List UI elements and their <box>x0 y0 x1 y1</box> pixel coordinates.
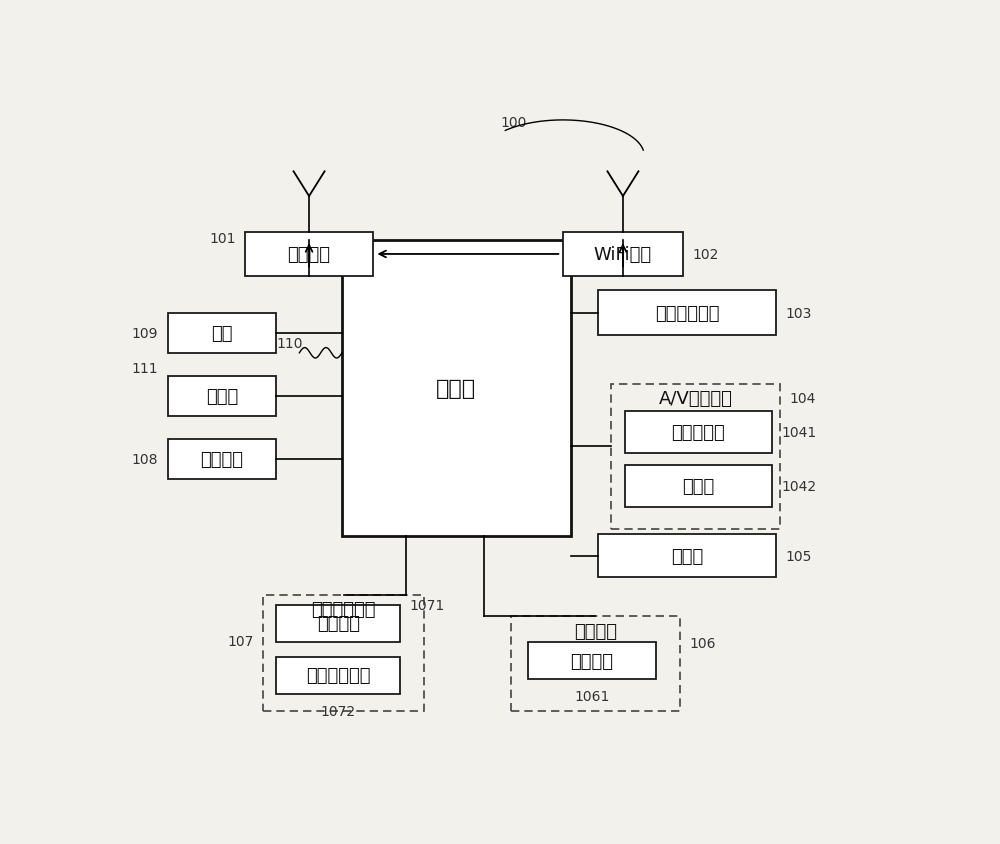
Text: 109: 109 <box>132 327 158 340</box>
Text: 100: 100 <box>501 116 527 130</box>
Text: 射频单元: 射频单元 <box>288 246 331 263</box>
Text: 音频输出单元: 音频输出单元 <box>655 304 719 322</box>
Bar <box>168 313 276 354</box>
Text: 用户输入单元: 用户输入单元 <box>311 600 376 619</box>
Text: 106: 106 <box>689 636 716 650</box>
Text: 电源: 电源 <box>211 324 233 343</box>
Text: 处理器: 处理器 <box>436 379 476 399</box>
Bar <box>168 439 276 479</box>
Bar <box>611 385 780 529</box>
Text: 101: 101 <box>209 231 236 246</box>
Bar <box>598 535 776 577</box>
Bar <box>263 595 424 711</box>
Bar <box>342 241 571 537</box>
Text: 1072: 1072 <box>321 704 356 717</box>
Text: WiFi模块: WiFi模块 <box>594 246 652 263</box>
Bar <box>528 642 656 679</box>
Text: 110: 110 <box>276 337 303 350</box>
Text: 1042: 1042 <box>781 479 817 494</box>
Bar <box>168 376 276 416</box>
Text: 显示面板: 显示面板 <box>570 652 613 670</box>
Text: 显示单元: 显示单元 <box>574 622 617 640</box>
Text: 图形处理器: 图形处理器 <box>672 424 725 441</box>
Text: 108: 108 <box>132 452 158 467</box>
Text: 存储器: 存储器 <box>206 387 238 405</box>
Text: 1061: 1061 <box>574 690 610 703</box>
Text: 102: 102 <box>692 247 719 262</box>
Text: 1071: 1071 <box>409 598 445 612</box>
Bar <box>276 605 400 642</box>
Text: 传感器: 传感器 <box>671 547 703 565</box>
Bar <box>598 291 776 335</box>
Text: 104: 104 <box>789 392 816 406</box>
Bar <box>276 657 400 694</box>
Text: 105: 105 <box>785 549 812 563</box>
Text: 107: 107 <box>227 635 254 648</box>
Text: 1041: 1041 <box>781 425 817 440</box>
Bar <box>625 465 772 507</box>
Text: 触控面板: 触控面板 <box>317 614 360 632</box>
Text: A/V输入单元: A/V输入单元 <box>658 390 732 408</box>
Text: 其他输入设备: 其他输入设备 <box>306 667 370 684</box>
Bar <box>563 233 683 277</box>
Bar <box>511 617 680 711</box>
Bar <box>625 411 772 453</box>
Text: 接口单元: 接口单元 <box>200 451 243 468</box>
Text: 103: 103 <box>785 306 812 320</box>
Text: 111: 111 <box>132 362 158 376</box>
Bar <box>245 233 373 277</box>
Text: 麦克风: 麦克风 <box>682 478 715 495</box>
